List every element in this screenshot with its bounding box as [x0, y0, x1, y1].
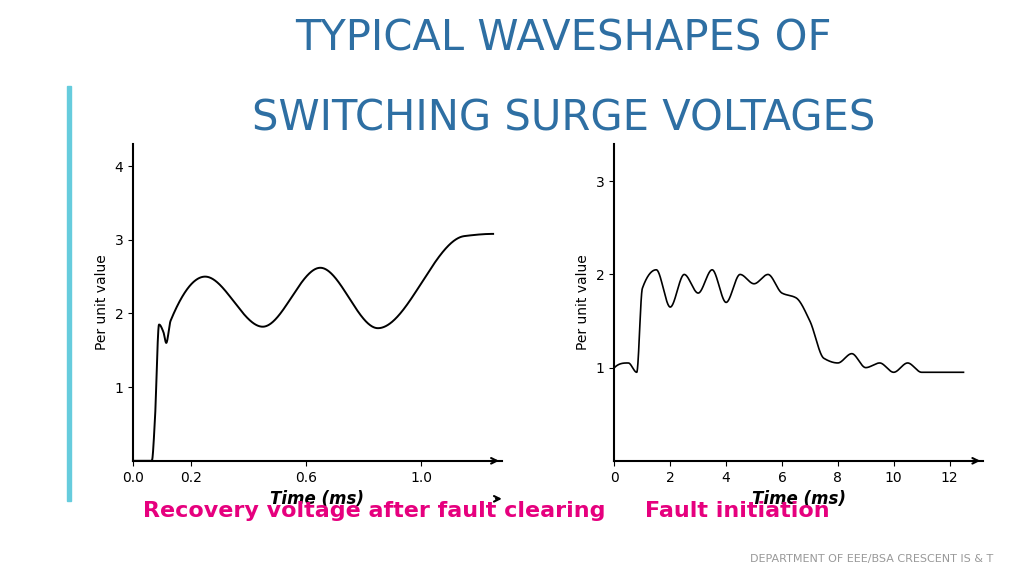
X-axis label: Time (ms): Time (ms) [270, 490, 365, 508]
Text: Recovery voltage after fault clearing: Recovery voltage after fault clearing [143, 501, 606, 521]
Text: DEPARTMENT OF EEE/BSA CRESCENT IS & T: DEPARTMENT OF EEE/BSA CRESCENT IS & T [750, 555, 993, 564]
Y-axis label: Per unit value: Per unit value [95, 255, 109, 350]
Y-axis label: Per unit value: Per unit value [577, 255, 590, 350]
Text: SWITCHING SURGE VOLTAGES: SWITCHING SURGE VOLTAGES [252, 98, 874, 140]
Text: Fault initiation: Fault initiation [645, 501, 829, 521]
Text: TYPICAL WAVESHAPES OF: TYPICAL WAVESHAPES OF [295, 17, 831, 59]
X-axis label: Time (ms): Time (ms) [752, 490, 846, 508]
